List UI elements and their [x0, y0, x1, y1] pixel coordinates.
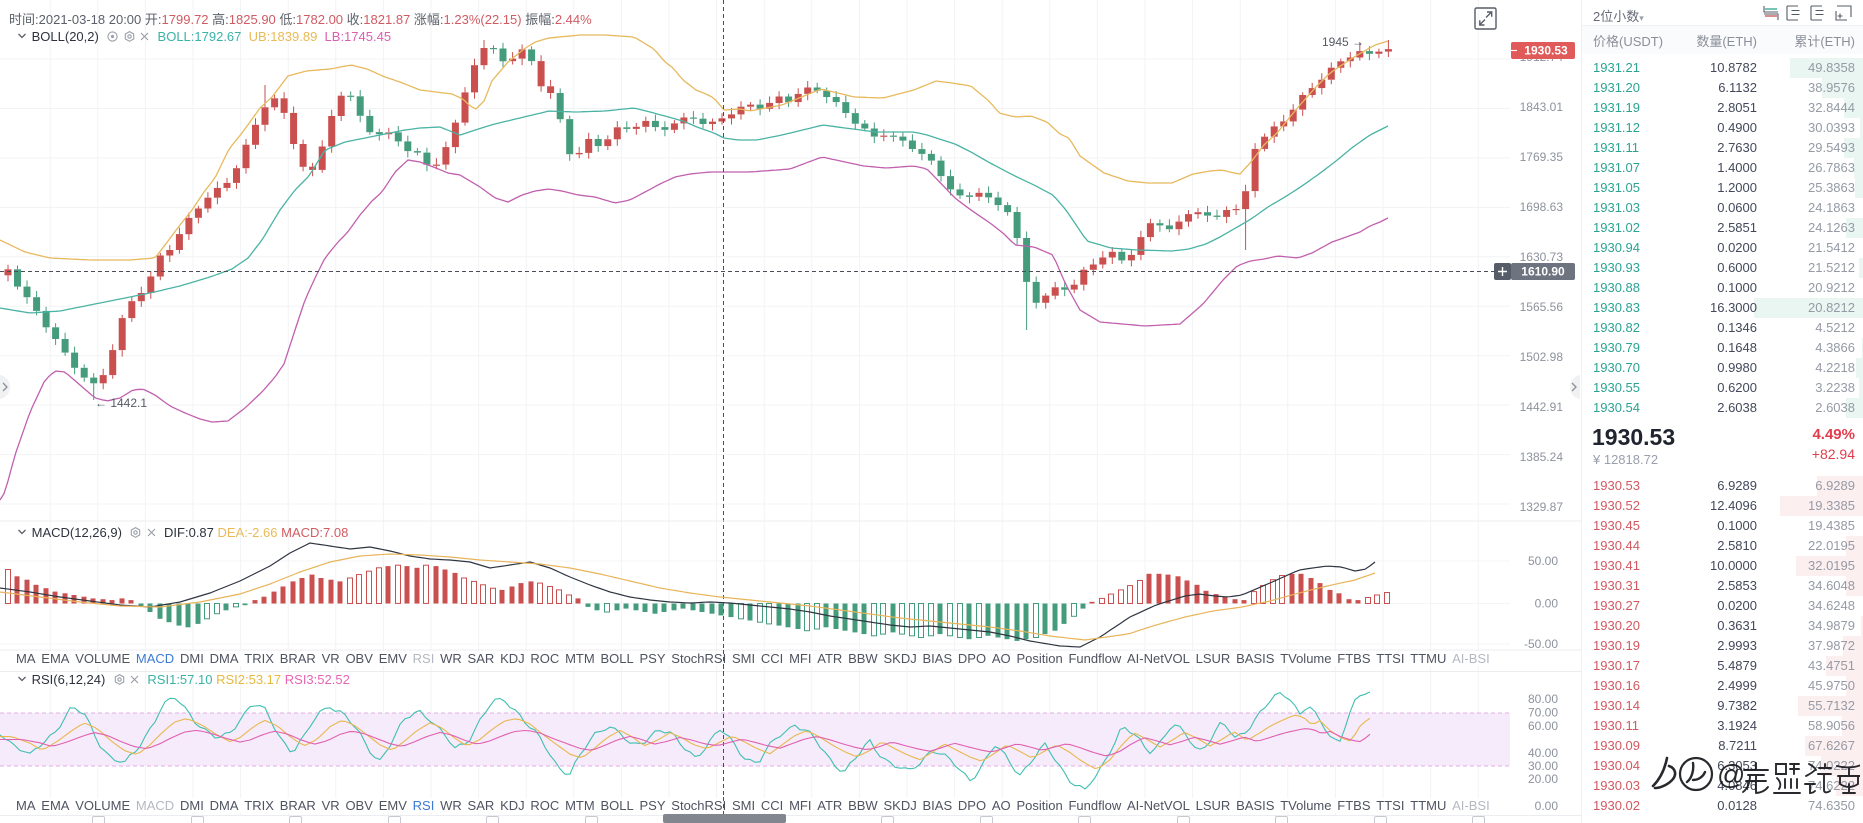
svg-text:-50.00: -50.00 [1524, 637, 1558, 651]
svg-text:1442.91: 1442.91 [1520, 400, 1564, 414]
svg-text:50.00: 50.00 [1528, 554, 1558, 568]
svg-text:70.00: 70.00 [1528, 706, 1558, 720]
svg-text:1698.63: 1698.63 [1520, 200, 1564, 214]
svg-text:30.00: 30.00 [1528, 759, 1558, 773]
svg-text:1930.53: 1930.53 [1524, 44, 1568, 58]
svg-text:40.00: 40.00 [1528, 746, 1558, 760]
svg-text:1329.87: 1329.87 [1520, 500, 1564, 514]
svg-text:1630.73: 1630.73 [1520, 250, 1564, 264]
svg-text:1610.90: 1610.90 [1521, 265, 1565, 279]
svg-text:1843.01: 1843.01 [1520, 100, 1564, 114]
svg-text:@: @ [1717, 759, 1745, 790]
svg-text:1945 →: 1945 → [1322, 35, 1364, 49]
svg-text:← 1442.1: ← 1442.1 [95, 396, 147, 410]
svg-text:1565.56: 1565.56 [1520, 300, 1564, 314]
svg-text:0.00: 0.00 [1535, 799, 1559, 813]
svg-text:1502.98: 1502.98 [1520, 350, 1564, 364]
svg-text:1769.35: 1769.35 [1520, 150, 1564, 164]
svg-text:80.00: 80.00 [1528, 692, 1558, 706]
svg-text:60.00: 60.00 [1528, 719, 1558, 733]
svg-text:0.00: 0.00 [1535, 597, 1559, 611]
svg-text:1385.24: 1385.24 [1520, 450, 1564, 464]
svg-text:20.00: 20.00 [1528, 772, 1558, 786]
